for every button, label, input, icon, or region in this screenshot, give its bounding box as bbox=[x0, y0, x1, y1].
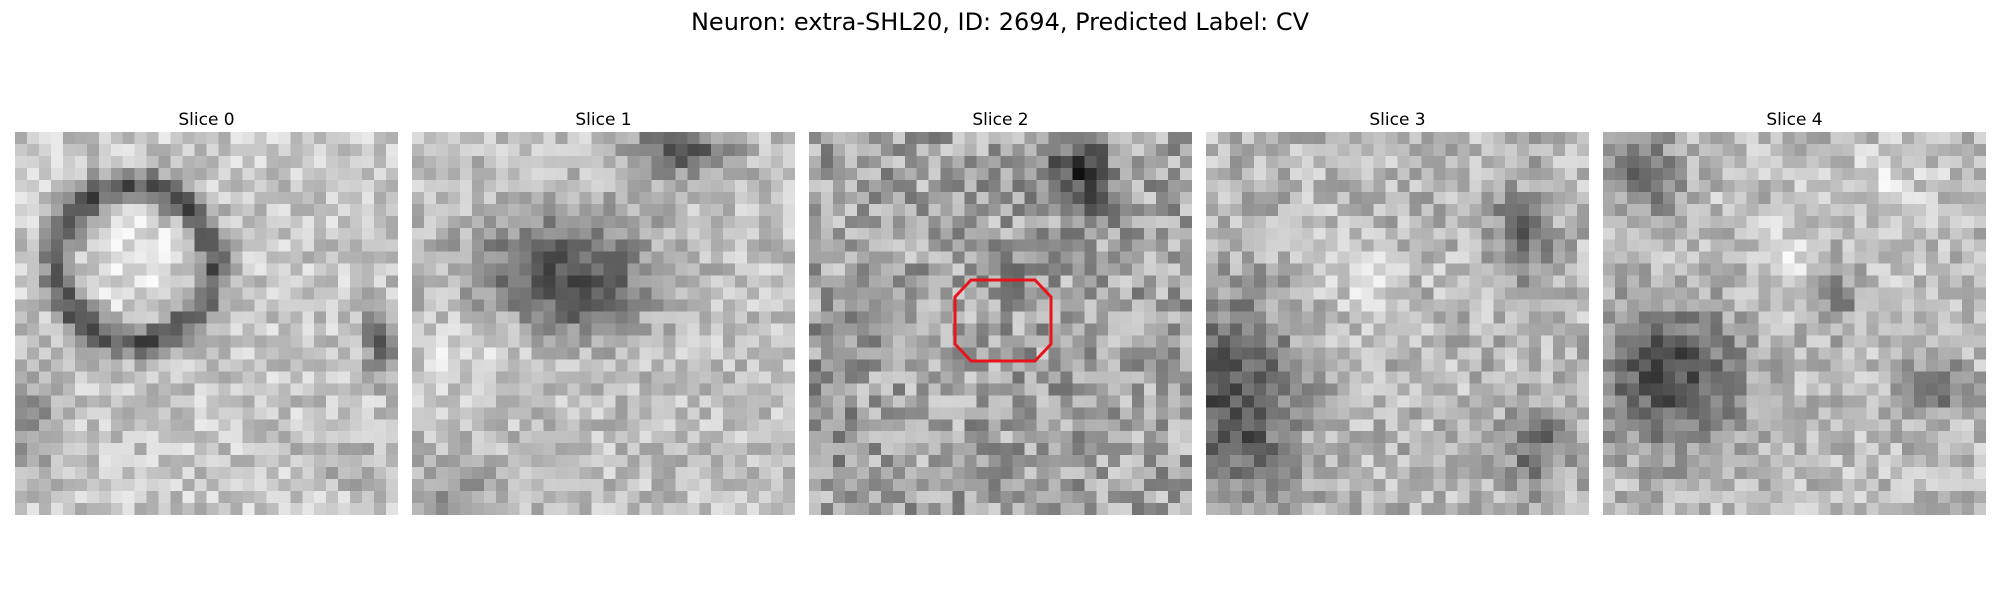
slice-image-0 bbox=[15, 132, 398, 515]
slice-title-2: Slice 2 bbox=[972, 110, 1029, 130]
slice-title-4: Slice 4 bbox=[1766, 110, 1823, 130]
slice-title-0: Slice 0 bbox=[178, 110, 235, 130]
slice-panel-3: Slice 3 bbox=[1206, 108, 1589, 515]
slice-title-3: Slice 3 bbox=[1369, 110, 1426, 130]
slice-image-1 bbox=[412, 132, 795, 515]
slice-image-2 bbox=[809, 132, 1192, 515]
slice-image-4 bbox=[1603, 132, 1986, 515]
slice-panel-1: Slice 1 bbox=[412, 108, 795, 515]
figure-title: Neuron: extra-SHL20, ID: 2694, Predicted… bbox=[690, 8, 1310, 36]
slice-panel-2: Slice 2 bbox=[809, 108, 1192, 515]
slice-image-3 bbox=[1206, 132, 1589, 515]
slice-panel-4: Slice 4 bbox=[1603, 108, 1986, 515]
slice-panel-0: Slice 0 bbox=[15, 108, 398, 515]
slice-title-1: Slice 1 bbox=[575, 110, 632, 130]
